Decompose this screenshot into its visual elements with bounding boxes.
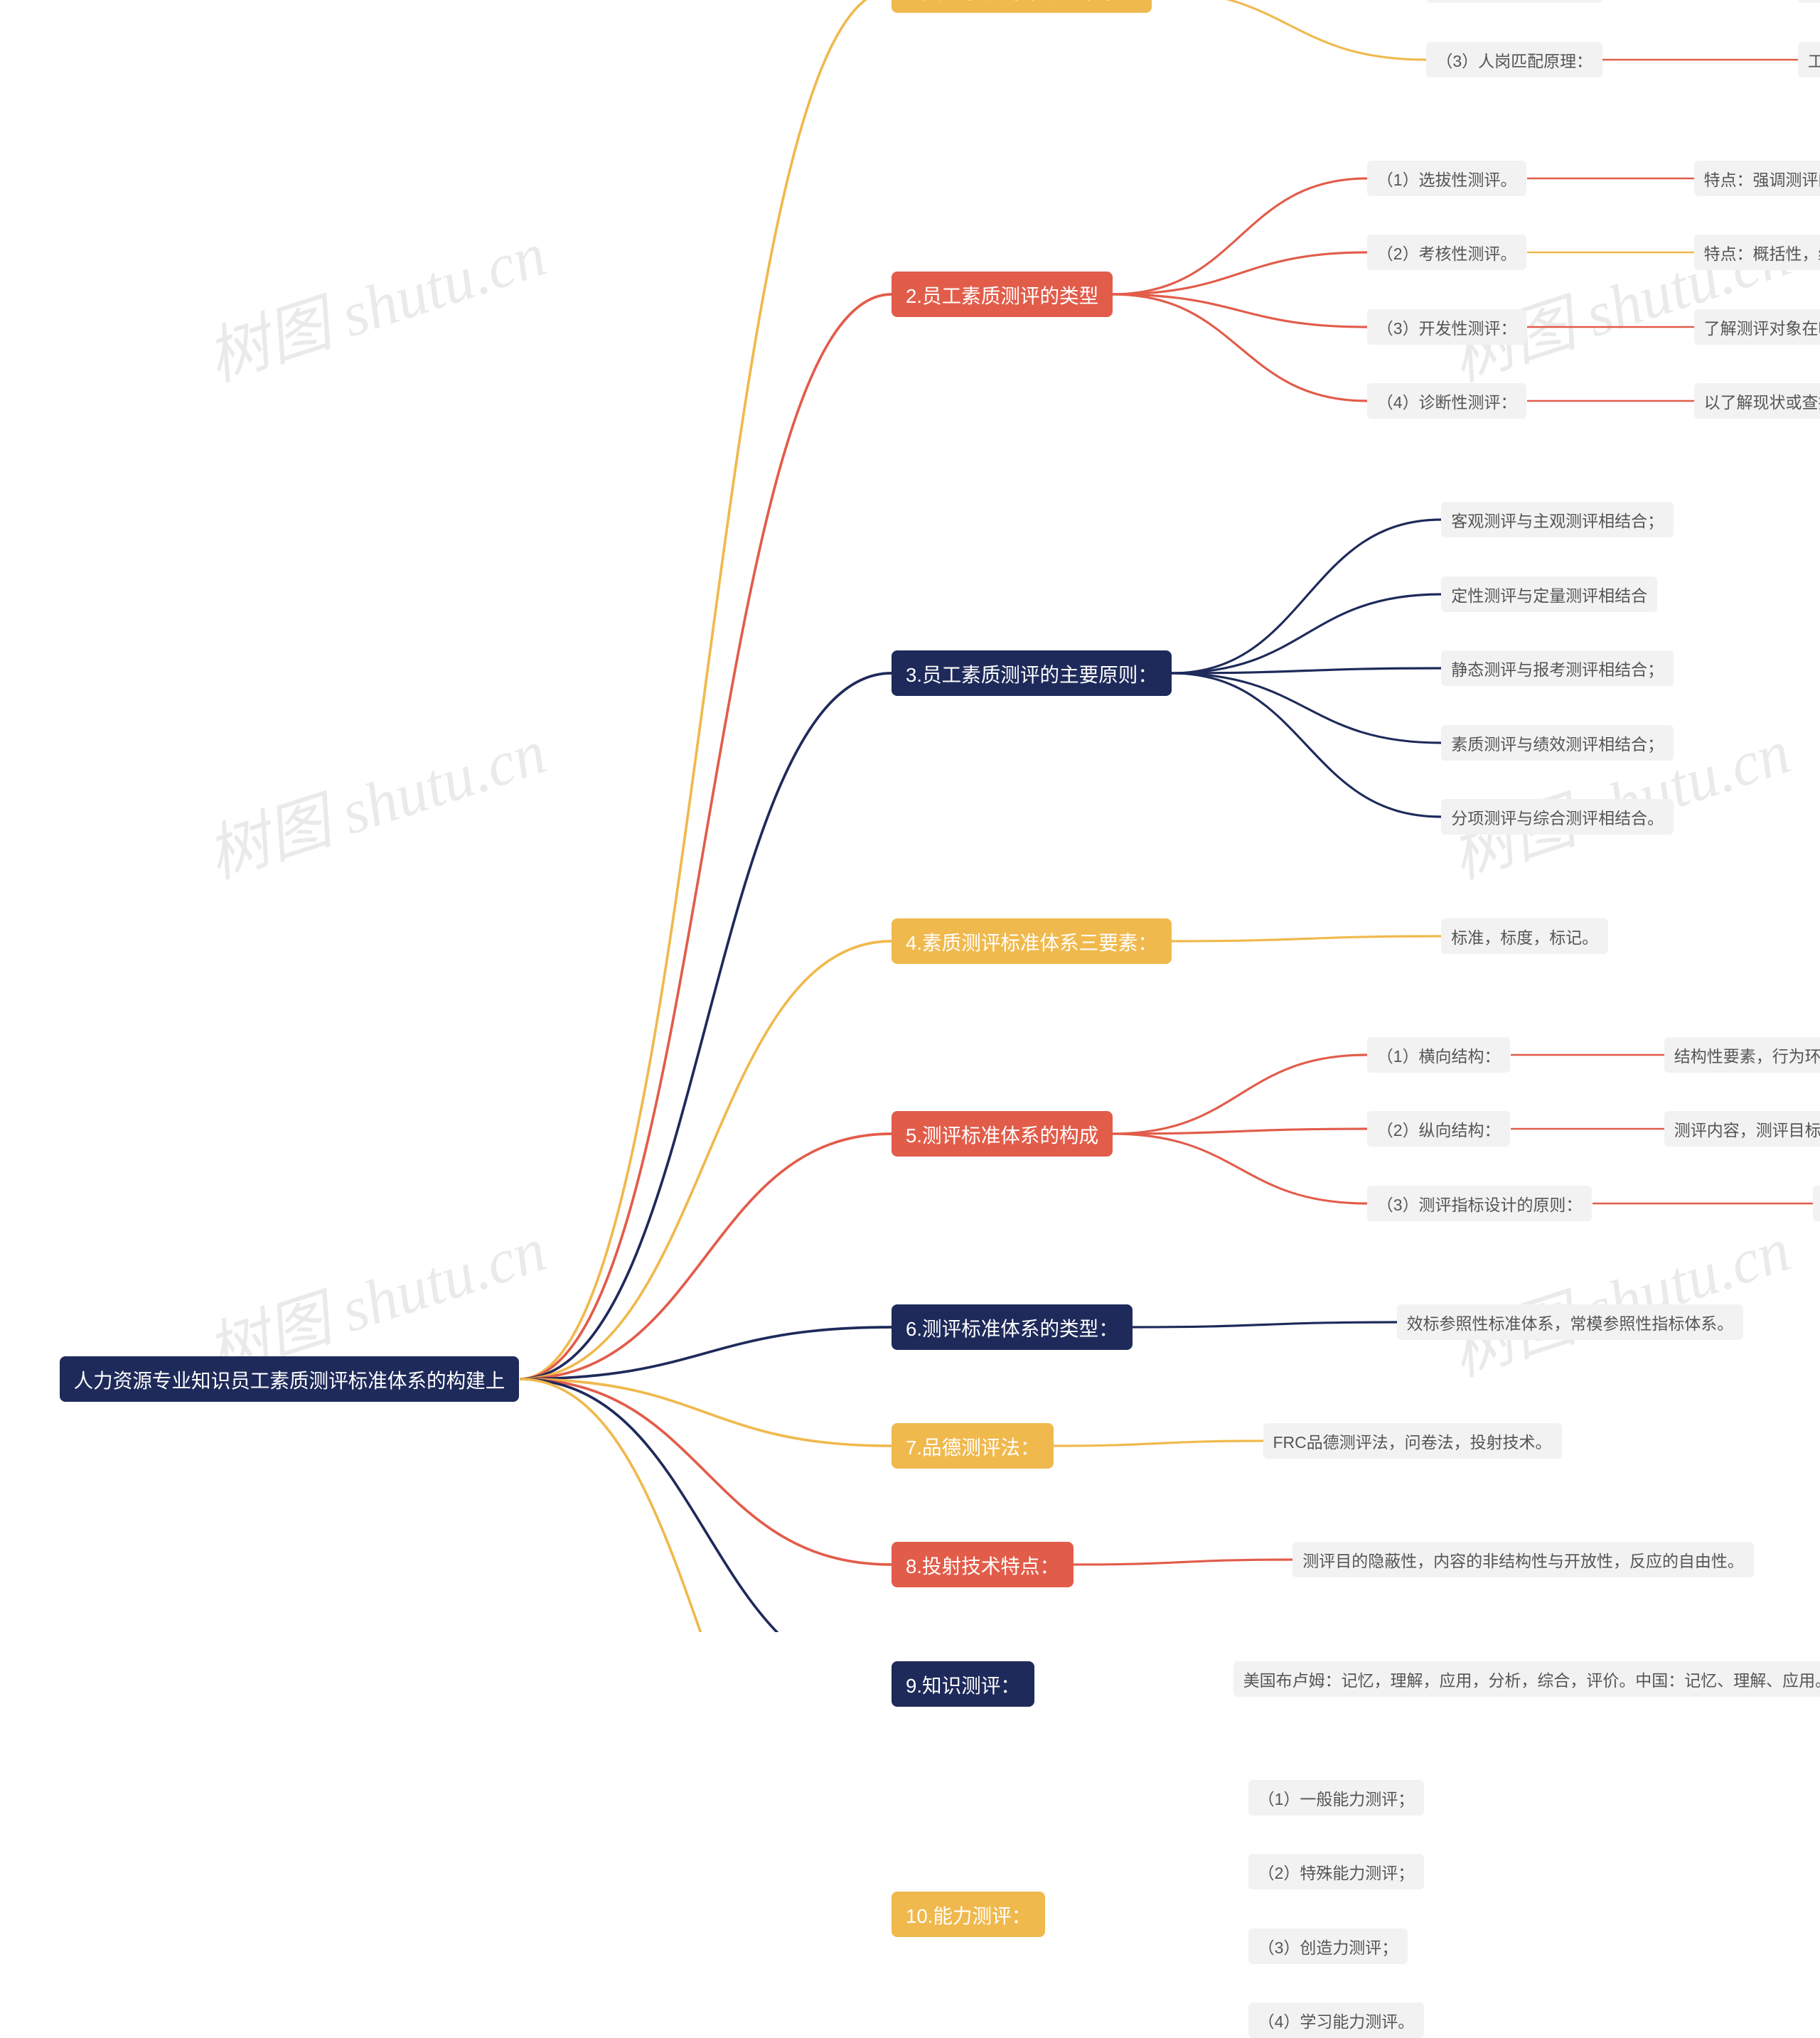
watermark: 树图 shutu.cn xyxy=(1438,1199,1799,1393)
b5c3: （3）测评指标设计的原则： xyxy=(1367,1186,1592,1221)
b5c3-detail: 与测评对象相一致；可测性；普遍性；独立性；完备性；结构性。 xyxy=(1813,1186,1820,1221)
b5c2-detail: 测评内容，测评目标，测评指标 xyxy=(1664,1111,1820,1147)
b9: 9.知识测评： xyxy=(892,1661,1034,1707)
b3c3: 静态测评与报考测评相结合； xyxy=(1441,650,1674,686)
b3c2: 定性测评与定量测评相结合 xyxy=(1441,576,1657,612)
b2c4-detail: 以了解现状或查找根源为目的的测评 xyxy=(1694,383,1820,419)
b3c1: 客观测评与主观测评相结合； xyxy=(1441,502,1674,537)
b7: 7.品德测评法： xyxy=(892,1423,1054,1469)
b3: 3.员工素质测评的主要原则： xyxy=(892,650,1172,696)
b1c3-detail: 工作要求与员工素质相匹配，工作报酬与员工贡献相匹配，员工与员工之间相匹配，岗位与… xyxy=(1798,42,1820,77)
b10c3: （3）创造力测评； xyxy=(1248,1929,1408,1964)
b1c3: （3）人岗匹配原理： xyxy=(1426,42,1602,77)
mindmap-canvas: 树图 shutu.cn 树图 shutu.cn 树图 shutu.cn 树图 shut… xyxy=(0,0,1820,1632)
b9c1: 美国布卢姆：记忆，理解，应用，分析，综合，评价。中国：记忆、理解、应用。 xyxy=(1233,1661,1820,1697)
b10c4: （4）学习能力测评。 xyxy=(1248,2002,1425,2038)
b2c3: （3）开发性测评： xyxy=(1367,309,1527,345)
b2: 2.员工素质测评的类型 xyxy=(892,272,1113,317)
b10c1: （1）一般能力测评； xyxy=(1248,1780,1425,1816)
b5: 5.测评标准体系的构成 xyxy=(892,1111,1113,1157)
b3c4: 素质测评与绩效测评相结合； xyxy=(1441,725,1674,761)
b1c2-detail: 工作内容的差异，工作权责的差异，不同的工作责任对完成这些任务的人有着不同的要求。 xyxy=(1798,0,1820,3)
b6c1: 效标参照性标准体系，常模参照性指标体系。 xyxy=(1397,1304,1744,1340)
b2c2-detail: 特点：概括性，结果要求有较高的信度与效度。 xyxy=(1694,235,1820,270)
b2c1: （1）选拔性测评。 xyxy=(1367,161,1527,196)
b4: 4.素质测评标准体系三要素： xyxy=(892,918,1172,964)
b5c1: （1）横向结构： xyxy=(1367,1037,1511,1073)
watermark: 树图 shutu.cn xyxy=(1438,204,1799,398)
b4c1: 标准，标度，标记。 xyxy=(1441,918,1608,954)
b10: 10.能力测评： xyxy=(892,1892,1045,1937)
watermark: 树图 shutu.cn xyxy=(193,204,555,398)
b5c1-detail: 结构性要素，行为环境要素，工作绩效要素。 xyxy=(1664,1037,1820,1073)
watermark: 树图 shutu.cn xyxy=(193,702,555,896)
root-node: 人力资源专业知识员工素质测评标准体系的构建上 xyxy=(60,1356,520,1402)
b1c2: （2）工作差异原理： xyxy=(1426,0,1602,3)
b1: 1.员工素质测评的基本原理 xyxy=(892,0,1152,13)
b6: 6.测评标准体系的类型： xyxy=(892,1304,1133,1350)
b7c1: FRC品德测评法，问卷法，投射技术。 xyxy=(1263,1423,1562,1459)
b5c2: （2）纵向结构： xyxy=(1367,1111,1511,1147)
b2c3-detail: 了解测评对象在哪些方面有优势，在哪些方面存在不足，从而为测评对象指出努力方向，为… xyxy=(1694,309,1820,345)
b2c2: （2）考核性测评。 xyxy=(1367,235,1527,270)
b8c1: 测评目的隐蔽性，内容的非结构性与开放性，反应的自由性。 xyxy=(1292,1542,1754,1577)
b3c5: 分项测评与综合测评相结合。 xyxy=(1441,799,1674,835)
b10c2: （2）特殊能力测评； xyxy=(1248,1854,1425,1889)
b8: 8.投射技术特点： xyxy=(892,1542,1074,1587)
b2c1-detail: 特点：强调测评的区分功能，测评标准刚性强，测评过程强调客观性，测评指标灵活，结果… xyxy=(1694,161,1820,196)
b2c4: （4）诊断性测评： xyxy=(1367,383,1527,419)
